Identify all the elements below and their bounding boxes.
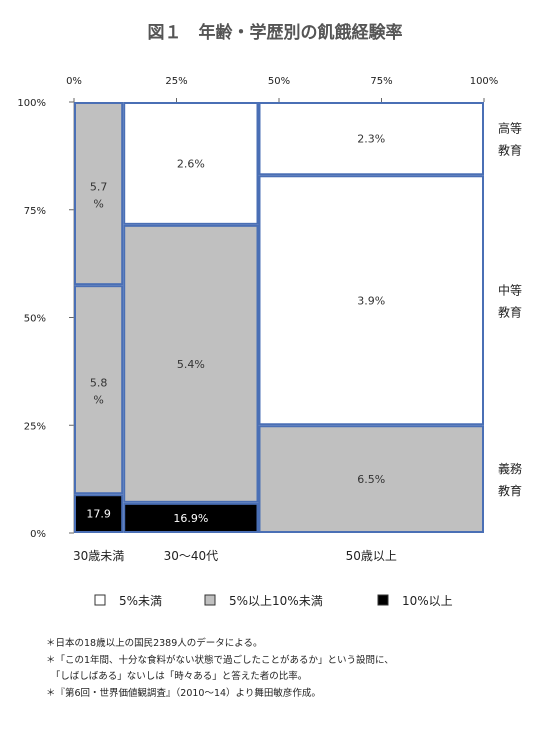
cell-value-label: 5.8 (90, 377, 108, 390)
cell-value-label: 16.9% (173, 512, 208, 525)
footnotes: ＊日本の18歳以上の国民2389人のデータによる。 ＊「この1年間、十分な食料が… (46, 636, 536, 702)
mosaic-cell (123, 502, 259, 533)
cell-value-label: 5.7 (90, 181, 108, 194)
footnote: 「しばしばある」ないしは「時々ある」と答えた者の比率。 (46, 671, 308, 682)
cell-value-label: % (93, 198, 103, 211)
education-label: 教育 (498, 483, 522, 498)
legend-swatch (377, 594, 389, 606)
mosaic-cells: 17.9 5.8% 5.7% 16.9% 5.4% 2.6% 6.5% 3.9% 2.3% (74, 102, 484, 533)
legend-label: 5%以上10%未満 (229, 594, 323, 608)
legend-swatch (94, 594, 106, 606)
chart-title: 図１ 年齢・学歴別の飢餓経験率 (148, 22, 403, 43)
legend: 5%未満 5%以上10%未満 10%以上 (94, 594, 453, 608)
education-label: 教育 (498, 143, 522, 158)
legend-swatch (204, 594, 216, 606)
mosaic-cell (123, 224, 259, 503)
age-category-label: 50歳以上 (346, 549, 397, 563)
x-tick-label: 0% (66, 76, 82, 87)
y-tick-label: 75% (24, 206, 46, 217)
x-tick-label: 25% (165, 76, 187, 87)
age-category-labels: 30歳未満 30～40代 50歳以上 (73, 549, 397, 563)
mosaic-cell (74, 102, 124, 286)
mosaic-chart: 図１ 年齢・学歴別の飢餓経験率 0% 25% 50% 75% 100% 0% 25% 50%… (17, 22, 522, 608)
education-label: 教育 (498, 304, 522, 319)
education-label: 中等 (498, 282, 522, 297)
mosaic-cell (74, 285, 124, 495)
age-category-label: 30歳未満 (73, 549, 124, 563)
y-tick-label: 25% (24, 421, 46, 432)
mosaic-cell (123, 102, 259, 225)
footnote: ＊「この1年間、十分な食料がない状態で過ごしたことがあるか」という設問に、 (46, 654, 394, 666)
education-label: 高等 (498, 121, 522, 136)
cell-value-label: 2.6% (177, 157, 205, 170)
legend-label: 5%未満 (119, 594, 162, 608)
cell-value-label: 6.5% (357, 473, 385, 486)
cell-value-label: 3.9% (357, 294, 385, 307)
footnote: ＊『第6回・世界価値観調査』（2010～14）より舞田敏彦作成。 (46, 687, 321, 699)
age-category-label: 30～40代 (164, 549, 219, 563)
legend-label: 10%以上 (402, 594, 453, 608)
cell-value-label: 2.3% (357, 133, 385, 146)
cell-value-label: 17.9 (86, 508, 111, 521)
y-tick-label: 100% (17, 98, 46, 109)
x-axis-ticks: 0% 25% 50% 75% 100% (66, 76, 498, 102)
education-label: 義務 (498, 461, 522, 476)
cell-value-label: % (93, 394, 103, 407)
footnote: ＊日本の18歳以上の国民2389人のデータによる。 (46, 638, 263, 649)
mosaic-cell (258, 102, 484, 176)
x-tick-label: 75% (370, 76, 392, 87)
x-tick-label: 100% (470, 76, 499, 87)
mosaic-cell (258, 175, 484, 426)
y-tick-label: 0% (30, 529, 46, 540)
x-tick-label: 50% (268, 76, 290, 87)
cell-value-label: 5.4% (177, 358, 205, 371)
y-axis-ticks: 0% 25% 50% 75% 100% (17, 98, 75, 540)
y-tick-label: 50% (24, 314, 46, 325)
mosaic-cell (74, 494, 124, 533)
mosaic-cell (258, 425, 484, 533)
